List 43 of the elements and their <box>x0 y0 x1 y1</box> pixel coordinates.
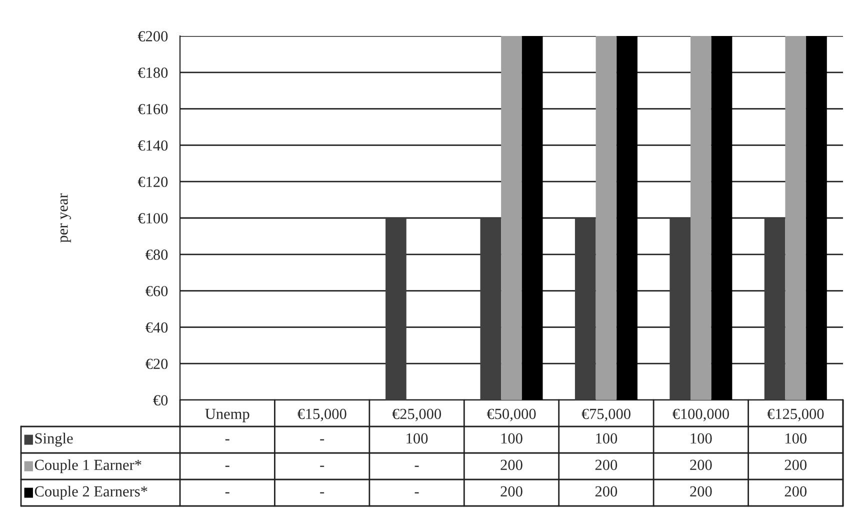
x-tick-label: €15,000 <box>297 408 346 422</box>
data-label: 200 <box>595 486 618 497</box>
x-tick-label: €75,000 <box>582 408 630 422</box>
y-tick-label: €120 <box>138 176 168 188</box>
x-tick-label: Unemp <box>205 408 250 422</box>
y-tick-label: €60 <box>146 286 168 296</box>
data-label: 100 <box>690 433 712 444</box>
text: - <box>225 439 230 440</box>
text: - <box>320 439 324 440</box>
data-label: 100 <box>406 433 428 444</box>
data-label: 100 <box>786 433 807 444</box>
text: - <box>320 466 324 467</box>
y-tick-label: €100 <box>138 213 168 224</box>
text: - <box>320 492 324 494</box>
data-label: 100 <box>501 433 522 444</box>
y-tick-label: €80 <box>146 250 168 260</box>
data-label: 200 <box>690 486 712 497</box>
text: - <box>225 492 230 494</box>
legend-label: Couple 1 Earner* <box>34 459 142 474</box>
y-tick-label: €200 <box>138 31 168 42</box>
data-label: 200 <box>595 460 618 470</box>
data-label: 200 <box>784 460 807 470</box>
x-tick-label: €125,000 <box>767 408 824 422</box>
y-tick-label: €160 <box>138 104 168 114</box>
text: - <box>414 466 419 467</box>
y-tick-label: €140 <box>138 140 168 151</box>
y-axis-title: per year <box>60 193 71 243</box>
text: - <box>225 466 230 467</box>
x-tick-label: €50,000 <box>486 408 536 422</box>
y-tick-label: €180 <box>138 68 168 78</box>
text: - <box>414 492 419 494</box>
y-tick-label: €20 <box>146 358 168 370</box>
x-tick-label: €100,000 <box>672 408 729 422</box>
data-label: 100 <box>596 433 618 444</box>
legend-label: Single <box>35 432 73 447</box>
data-label: 200 <box>500 460 522 470</box>
y-tick-label: €0 <box>153 395 168 406</box>
x-tick-label: €25,000 <box>392 408 442 422</box>
data-label: 200 <box>500 486 522 497</box>
data-label: 200 <box>690 460 712 470</box>
legend-label: Couple 2 Earners* <box>34 486 148 500</box>
data-label: 200 <box>784 486 807 497</box>
y-tick-label: €40 <box>146 322 168 333</box>
